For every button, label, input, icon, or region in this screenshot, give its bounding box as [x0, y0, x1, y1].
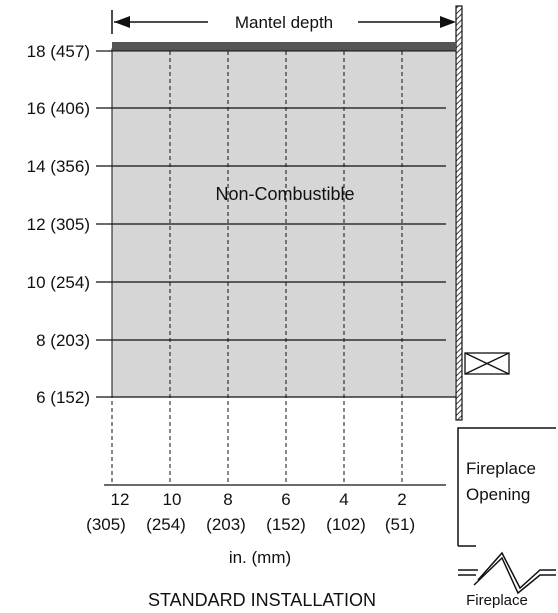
fireplace-label: Fireplace: [466, 592, 528, 609]
installation-caption: STANDARD INSTALLATION: [148, 590, 376, 610]
y-label-16: 16 (406): [27, 99, 90, 118]
x-label-12-in: 12: [111, 490, 130, 509]
y-label-14: 14 (356): [27, 157, 90, 176]
x-label-2-mm: (51): [385, 515, 415, 534]
y-label-18: 18 (457): [27, 42, 90, 61]
x-label-6-mm: (152): [266, 515, 306, 534]
y-label-12: 12 (305): [27, 215, 90, 234]
x-label-4-mm: (102): [326, 515, 366, 534]
x-label-10-in: 10: [163, 490, 182, 509]
height-grid-lines: [96, 50, 456, 398]
y-label-6: 6 (152): [36, 388, 90, 407]
non-combustible-region: [111, 48, 457, 398]
y-label-8: 8 (203): [36, 331, 90, 350]
mantel-depth-dimension: Mantel depth: [111, 10, 456, 34]
x-label-6-in: 6: [281, 490, 290, 509]
x-label-10-mm: (254): [146, 515, 186, 534]
units-label: in. (mm): [229, 548, 291, 567]
fireplace-opening-label-line1: Fireplace: [466, 459, 536, 478]
mantel-depth-label: Mantel depth: [235, 13, 333, 32]
x-label-8-mm: (203): [206, 515, 246, 534]
x-label-4-in: 4: [339, 490, 348, 509]
mantel-bar: [112, 42, 456, 51]
fixture-symbol: [464, 352, 510, 375]
fireplace-opening-outline: [457, 427, 556, 595]
y-label-10: 10 (254): [27, 273, 90, 292]
height-labels: 18 (457) 16 (406) 14 (356) 12 (305) 10 (…: [27, 42, 90, 407]
x-label-12-mm: (305): [86, 515, 126, 534]
fireplace-opening-label-line2: Opening: [466, 485, 530, 504]
depth-labels: 12 (305) 10 (254) 8 (203) 6 (152) 4 (102…: [86, 490, 415, 534]
depth-grid-lines: [111, 51, 403, 485]
x-label-8-in: 8: [223, 490, 232, 509]
fireplace-wall: [455, 5, 463, 421]
non-combustible-label: Non-Combustible: [215, 184, 354, 204]
x-label-2-in: 2: [397, 490, 406, 509]
